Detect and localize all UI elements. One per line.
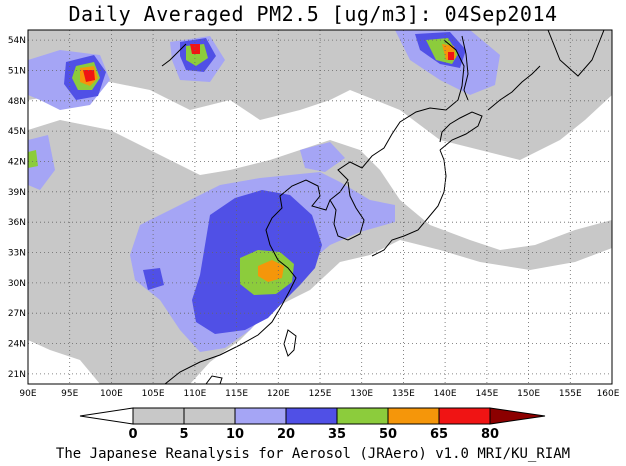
legend-label: 80 (481, 427, 499, 442)
y-tick-label: 39N (8, 188, 26, 198)
legend-segment (183, 407, 236, 425)
x-tick-label: 145E (475, 389, 498, 399)
korea-coast (329, 181, 365, 241)
legend-segment (79, 407, 134, 425)
y-tick-label: 48N (8, 97, 26, 107)
y-tick-label: 24N (8, 340, 26, 350)
sakhalin (461, 35, 469, 101)
pm25-band-10-20 (300, 142, 345, 172)
x-tick-label: 140E (434, 389, 457, 399)
y-axis: 54N 51N 48N 45N 42N 39N 36N 33N 30N 27N … (8, 36, 26, 380)
pm25-band-50-65 (258, 260, 284, 282)
x-tick-label: 160E (597, 389, 620, 399)
y-tick-label: 33N (8, 249, 26, 259)
x-tick-label: 125E (309, 389, 332, 399)
legend-segment (285, 407, 338, 425)
x-tick-label: 95E (61, 389, 78, 399)
x-tick-label: 120E (267, 389, 290, 399)
data-source-credit: The Japanese Reanalysis for Aerosol (JRA… (55, 446, 571, 462)
x-tick-label: 90E (19, 389, 36, 399)
x-tick-label: 105E (142, 389, 165, 399)
gridlines (28, 30, 612, 384)
pm25-band-10-20 (28, 135, 55, 190)
y-tick-label: 21N (8, 370, 26, 380)
legend-segment (336, 407, 389, 425)
map-title: Daily Averaged PM2.5 [ug/m3]: 04Sep2014 (68, 2, 558, 26)
y-tick-label: 42N (8, 158, 26, 168)
legend-segment (438, 407, 491, 425)
legend-segment (489, 407, 546, 425)
pm25-band-65-80 (448, 52, 454, 60)
x-tick-label: 115E (225, 389, 248, 399)
pm25-band-35-50 (28, 150, 38, 168)
legend-label: 35 (328, 427, 346, 442)
legend-label: 5 (179, 427, 188, 442)
hainan (205, 375, 223, 384)
pm25-band-65-80 (190, 44, 200, 54)
y-tick-label: 54N (8, 36, 26, 46)
legend-segment (132, 407, 185, 425)
japan-hokkaido (439, 111, 483, 151)
y-tick-label: 51N (8, 67, 26, 77)
x-axis: 90E 95E 100E 105E 110E 115E 120E 125E 13… (19, 389, 619, 399)
x-tick-label: 100E (100, 389, 123, 399)
legend-segment (387, 407, 440, 425)
x-tick-label: 130E (350, 389, 373, 399)
x-tick-label: 110E (183, 389, 206, 399)
y-tick-label: 30N (8, 279, 26, 289)
x-tick-label: 155E (559, 389, 582, 399)
legend-segment (234, 407, 287, 425)
legend-label: 50 (379, 427, 397, 442)
y-tick-label: 45N (8, 127, 26, 137)
legend-label: 10 (226, 427, 244, 442)
kamchatka (547, 30, 605, 77)
pm25-band-65-80 (83, 70, 95, 82)
x-tick-label: 150E (517, 389, 540, 399)
colorbar-legend: 0 5 10 20 35 50 65 80 (79, 407, 546, 442)
lake-baikal (161, 43, 187, 67)
legend-label: 65 (430, 427, 448, 442)
map-frame (27, 29, 613, 385)
x-tick-label: 135E (392, 389, 415, 399)
y-tick-label: 27N (8, 309, 26, 319)
legend-label: 0 (128, 427, 137, 442)
legend-label: 20 (277, 427, 295, 442)
taiwan (283, 329, 297, 357)
y-tick-label: 36N (8, 218, 26, 228)
kuril-islands (487, 65, 541, 111)
